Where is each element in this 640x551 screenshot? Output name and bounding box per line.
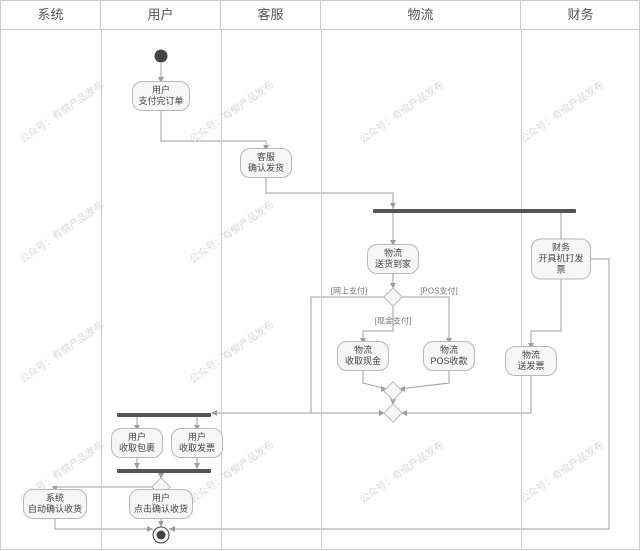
node-role: 物流 [372,248,414,259]
node-n_cash: 物流收取现金 [337,341,389,371]
node-role: 客服 [245,152,287,163]
node-start [155,50,168,63]
node-role: 财务 [536,243,586,254]
node-action: 自动确认收货 [28,504,82,515]
node-action: POS收款 [428,356,470,367]
lane-sep-logistics [321,29,322,549]
node-role: 物流 [342,345,384,356]
node-action: 支付完订单 [137,96,185,107]
header-separator [1,29,639,30]
lane-header-user: 用户 [101,1,221,29]
watermark: 公众号：有偿产品发布 [186,316,277,386]
watermark: 公众号：有偿产品发布 [516,76,607,146]
lane-sep-service [221,29,222,549]
node-d_merge2 [383,403,403,423]
edge-label-l_online: [网上支付] [331,286,367,297]
lane-header-logistics: 物流 [321,1,521,29]
node-n_send_inv: 物流送发票 [505,346,557,376]
lane-header-finance: 财务 [521,1,640,29]
node-role: 用户 [116,432,158,443]
watermark: 公众号：有偿产品发布 [16,196,107,266]
node-d_paytype [383,287,403,307]
node-role: 用户 [176,432,218,443]
lane-sep-user [101,29,102,549]
watermark: 公众号：有偿产品发布 [186,196,277,266]
sync-bar-bar_top [373,209,576,213]
node-role: 物流 [510,350,552,361]
node-action: 收取发票 [176,443,218,454]
lane-header-system: 系统 [1,1,101,29]
node-end [153,527,170,544]
node-role: 用户 [134,493,188,504]
node-n_deliver: 物流送货到家 [367,244,419,274]
sync-bar-bar_user2 [117,469,211,473]
node-n_invoice_fw: 财务开具机打发票 [531,239,591,280]
node-action: 收取现金 [342,356,384,367]
watermark: 公众号：有偿产品发布 [356,436,447,506]
watermark: 公众号：有偿产品发布 [186,76,277,146]
node-n_recv_inv: 用户收取发票 [171,428,223,458]
watermark: 公众号：有偿产品发布 [356,76,447,146]
node-n_confirm: 客服确认发货 [240,148,292,178]
node-n_pay: 用户支付完订单 [132,81,190,111]
watermark: 公众号：有偿产品发布 [16,76,107,146]
node-n_click: 用户点击确认收货 [129,489,193,519]
watermark: 公众号：有偿产品发布 [516,436,607,506]
node-action: 送货到家 [372,259,414,270]
node-n_recv_pkg: 用户收取包裹 [111,428,163,458]
sync-bar-bar_user [117,413,211,417]
node-d_merge1 [383,381,403,401]
node-n_pos: 物流POS收款 [423,341,475,371]
node-role: 用户 [137,85,185,96]
node-action: 送发票 [510,361,552,372]
lane-sep-finance [521,29,522,549]
node-role: 物流 [428,345,470,356]
node-role: 系统 [28,493,82,504]
node-action: 点击确认收货 [134,504,188,515]
node-action: 开具机打发票 [536,254,586,276]
node-action: 收取包裹 [116,443,158,454]
watermark: 公众号：有偿产品发布 [16,316,107,386]
swimlane-canvas: 系统用户客服物流财务公众号：有偿产品发布公众号：有偿产品发布公众号：有偿产品发布… [0,0,640,550]
node-n_auto: 系统自动确认收货 [23,489,87,519]
edge-label-l_cash: [现金支付] [375,316,411,327]
lane-header-service: 客服 [221,1,321,29]
node-action: 确认发货 [245,163,287,174]
edge-label-l_pos: [POS支付] [420,286,457,297]
